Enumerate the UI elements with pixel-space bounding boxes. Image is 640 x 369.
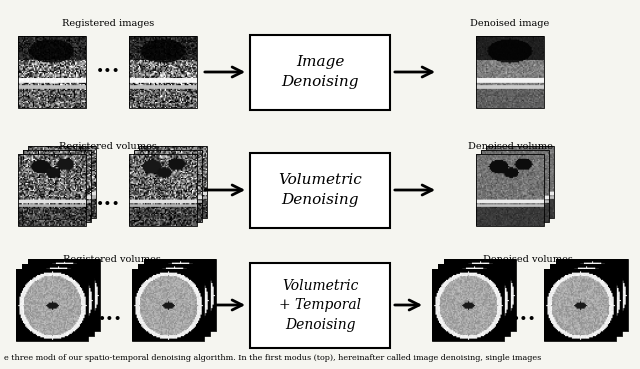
Text: •••: ••• — [98, 313, 122, 327]
Bar — [438, 264, 510, 336]
Bar — [486, 146, 554, 218]
FancyBboxPatch shape — [250, 34, 390, 110]
Bar — [481, 150, 549, 222]
Bar — [476, 36, 544, 108]
Bar — [432, 269, 504, 341]
Bar — [556, 259, 628, 331]
Bar — [134, 150, 202, 222]
Bar — [444, 259, 516, 331]
Text: Volumetric
+ Temporal
Denoising: Volumetric + Temporal Denoising — [279, 279, 361, 331]
Bar — [544, 269, 616, 341]
Bar — [16, 269, 88, 341]
Bar — [144, 259, 216, 331]
Bar — [28, 259, 100, 331]
Bar — [28, 259, 100, 331]
Bar — [432, 269, 504, 341]
Bar — [550, 264, 622, 336]
Bar — [438, 264, 510, 336]
Bar — [144, 259, 216, 331]
Bar — [550, 264, 622, 336]
Bar — [476, 154, 544, 226]
Bar — [129, 154, 197, 226]
Text: Registered images: Registered images — [62, 19, 154, 28]
Bar — [28, 146, 96, 218]
Text: •••: ••• — [511, 313, 536, 327]
Bar — [138, 264, 210, 336]
Bar — [18, 154, 86, 226]
Bar — [23, 150, 91, 222]
Text: e three modi of our spatio-temporal denoising algorithm. In the first modus (top: e three modi of our spatio-temporal deno… — [4, 354, 541, 362]
Bar — [544, 269, 616, 341]
Text: Denoised image: Denoised image — [470, 19, 550, 28]
Bar — [138, 264, 210, 336]
Text: Registered volumes: Registered volumes — [59, 142, 157, 151]
Bar — [132, 269, 204, 341]
Bar — [556, 259, 628, 331]
Text: Volumetric
Denoising: Volumetric Denoising — [278, 173, 362, 207]
Bar — [139, 146, 207, 218]
FancyBboxPatch shape — [250, 262, 390, 348]
Text: Image
Denoising: Image Denoising — [281, 55, 359, 89]
Bar — [444, 259, 516, 331]
Bar — [129, 36, 197, 108]
Bar — [22, 264, 94, 336]
Text: •••: ••• — [95, 198, 120, 212]
Text: Denoised volumes: Denoised volumes — [483, 255, 573, 264]
Text: Registered volumes: Registered volumes — [63, 255, 161, 264]
FancyBboxPatch shape — [250, 152, 390, 228]
Text: Denoised volume: Denoised volume — [468, 142, 552, 151]
Bar — [132, 269, 204, 341]
Bar — [22, 264, 94, 336]
Text: •••: ••• — [95, 65, 120, 79]
Bar — [16, 269, 88, 341]
Bar — [18, 36, 86, 108]
